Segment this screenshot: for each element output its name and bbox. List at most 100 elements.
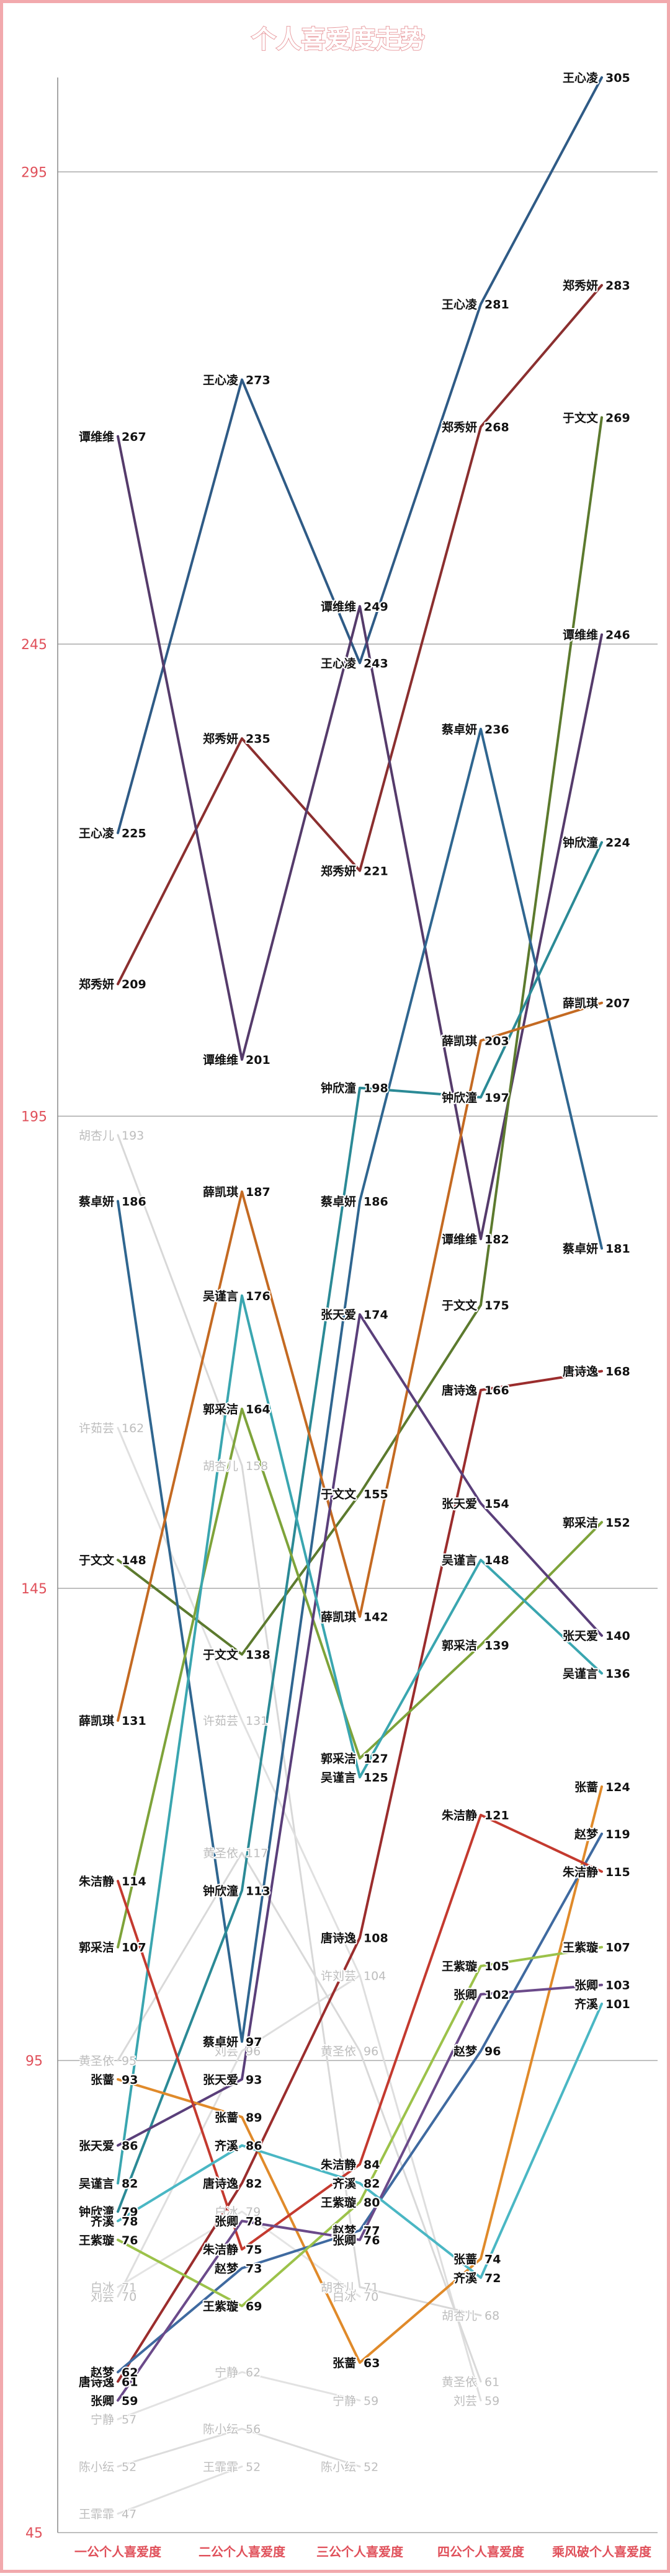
point-label-value: 82 (122, 2177, 138, 2190)
point-label-value: 89 (246, 2111, 262, 2125)
point-label-value: 107 (605, 1941, 630, 1955)
point-label-name: 蔡卓妍 (442, 722, 477, 737)
point-label-value: 71 (122, 2281, 136, 2295)
y-tick-label: 195 (21, 1109, 47, 1125)
x-tick-label: 四公个人喜爱度 (437, 2544, 525, 2559)
point-label-value: 221 (364, 864, 388, 878)
series-line (117, 1294, 603, 2185)
point-label-name: 郭采洁 (563, 1515, 598, 1529)
point-label-value: 97 (246, 2035, 262, 2049)
point-label-name: 张天爱 (563, 1629, 598, 1643)
point-label-value: 52 (364, 2460, 378, 2474)
grid-layer (58, 171, 658, 2533)
point-label-value: 70 (122, 2290, 136, 2304)
point-label-name: 于文文 (442, 1298, 478, 1312)
point-label-name: 陈小纭 (321, 2460, 356, 2474)
point-label-name: 齐溪 (453, 2271, 478, 2285)
point-label-value: 148 (122, 1554, 146, 1567)
point-label-value: 162 (122, 1422, 144, 1435)
point-label-value: 181 (605, 1242, 630, 1256)
point-label-value: 174 (364, 1308, 388, 1322)
point-label-value: 115 (605, 1866, 630, 1879)
point-labels: 胡杏儿 193 胡杏儿 158 胡杏儿 71 胡杏儿 68 许茹芸 162 许茹芸 131 许茹芸 104… (78, 69, 632, 2522)
y-tick-label: 45 (25, 2526, 43, 2541)
point-label-name: 吴谨言 (203, 1289, 238, 1303)
series-line (117, 1134, 482, 2317)
point-label-value: 249 (364, 600, 388, 614)
point-label-name: 黄圣依 (203, 1846, 238, 1860)
point-label-name: 宁静 (333, 2394, 356, 2408)
point-label-name: 张卿 (91, 2394, 114, 2408)
point-label-value: 86 (246, 2140, 262, 2153)
point-label-value: 203 (485, 1035, 509, 1048)
point-label-value: 76 (364, 2234, 380, 2247)
point-label-value: 86 (122, 2140, 138, 2153)
series-line (117, 727, 603, 2043)
point-label-value: 62 (246, 2366, 261, 2379)
point-label-name: 张蔷 (215, 2111, 238, 2125)
point-label-value: 59 (364, 2394, 378, 2408)
point-label-value: 78 (246, 2215, 262, 2228)
point-label-name: 宁静 (91, 2413, 114, 2427)
point-label-name: 张卿 (574, 1979, 598, 1993)
point-label-name: 刘芸 (453, 2394, 477, 2408)
point-label-name: 陈小纭 (79, 2460, 114, 2474)
series-line (117, 1001, 603, 1722)
point-label-name: 刘芸 (333, 1969, 356, 1983)
point-label-value: 96 (246, 2045, 261, 2058)
point-label-value: 186 (364, 1195, 388, 1208)
point-label-name: 蔡卓妍 (203, 2035, 238, 2049)
point-label-value: 197 (485, 1091, 509, 1105)
point-label-name: 于文文 (563, 410, 599, 425)
point-label-name: 王紫璇 (79, 2233, 114, 2247)
point-label-name: 齐溪 (91, 2214, 115, 2228)
point-label-value: 124 (605, 1781, 630, 1794)
point-label-value: 79 (122, 2205, 138, 2219)
point-label-name: 王霏霏 (203, 2460, 238, 2474)
point-label-name: 王霏霏 (79, 2508, 114, 2521)
point-label-value: 76 (122, 2234, 138, 2247)
point-label-name: 王心凌 (203, 373, 239, 387)
x-tick-label: 乘风破个人喜爱度 (552, 2544, 652, 2559)
point-label-name: 钟欣潼 (321, 1081, 356, 1095)
y-tick-label: 95 (25, 2053, 43, 2069)
series-line (117, 1785, 603, 2364)
point-label-name: 张卿 (453, 1988, 477, 2002)
point-label-name: 王紫璇 (321, 2195, 356, 2210)
point-label-name: 谭维维 (321, 600, 356, 614)
point-label-name: 王心凌 (79, 826, 115, 840)
point-label-name: 钟欣潼 (442, 1091, 477, 1105)
point-label-value: 125 (364, 1771, 388, 1785)
series-line (117, 284, 603, 986)
point-label-name: 薛凯琪 (321, 1610, 356, 1624)
series-line (117, 2428, 361, 2468)
point-label-name: 齐溪 (574, 1997, 599, 2011)
point-label-value: 236 (485, 723, 509, 737)
point-label-name: 郑秀妍 (321, 864, 356, 878)
point-label-value: 121 (485, 1808, 509, 1822)
series-line (117, 1945, 603, 2308)
point-label-value: 131 (122, 1714, 146, 1728)
series-line (117, 2003, 603, 2279)
point-label-name: 白冰 (91, 2281, 114, 2295)
point-label-value: 246 (605, 629, 630, 642)
point-label-name: 张蔷 (453, 2252, 477, 2266)
point-label-name: 陈小纭 (203, 2422, 238, 2436)
point-label-value: 93 (246, 2073, 262, 2087)
point-label-value: 77 (364, 2224, 380, 2238)
point-label-name: 白冰 (333, 2290, 356, 2304)
point-label-name: 张蔷 (574, 1781, 598, 1794)
point-label-name: 许茹芸 (79, 1422, 114, 1435)
series-line (117, 76, 603, 834)
series-line (117, 1313, 603, 2147)
point-label-value: 269 (605, 411, 630, 425)
point-label-value: 136 (605, 1667, 630, 1681)
point-label-value: 119 (605, 1828, 630, 1841)
point-label-value: 268 (485, 421, 509, 435)
series-line (117, 2371, 361, 2420)
point-label-value: 102 (485, 1988, 509, 2002)
point-label-value: 131 (246, 1714, 268, 1728)
point-label-name: 郑秀妍 (203, 732, 238, 746)
point-label-value: 198 (364, 1082, 388, 1095)
point-label-value: 166 (485, 1384, 509, 1397)
